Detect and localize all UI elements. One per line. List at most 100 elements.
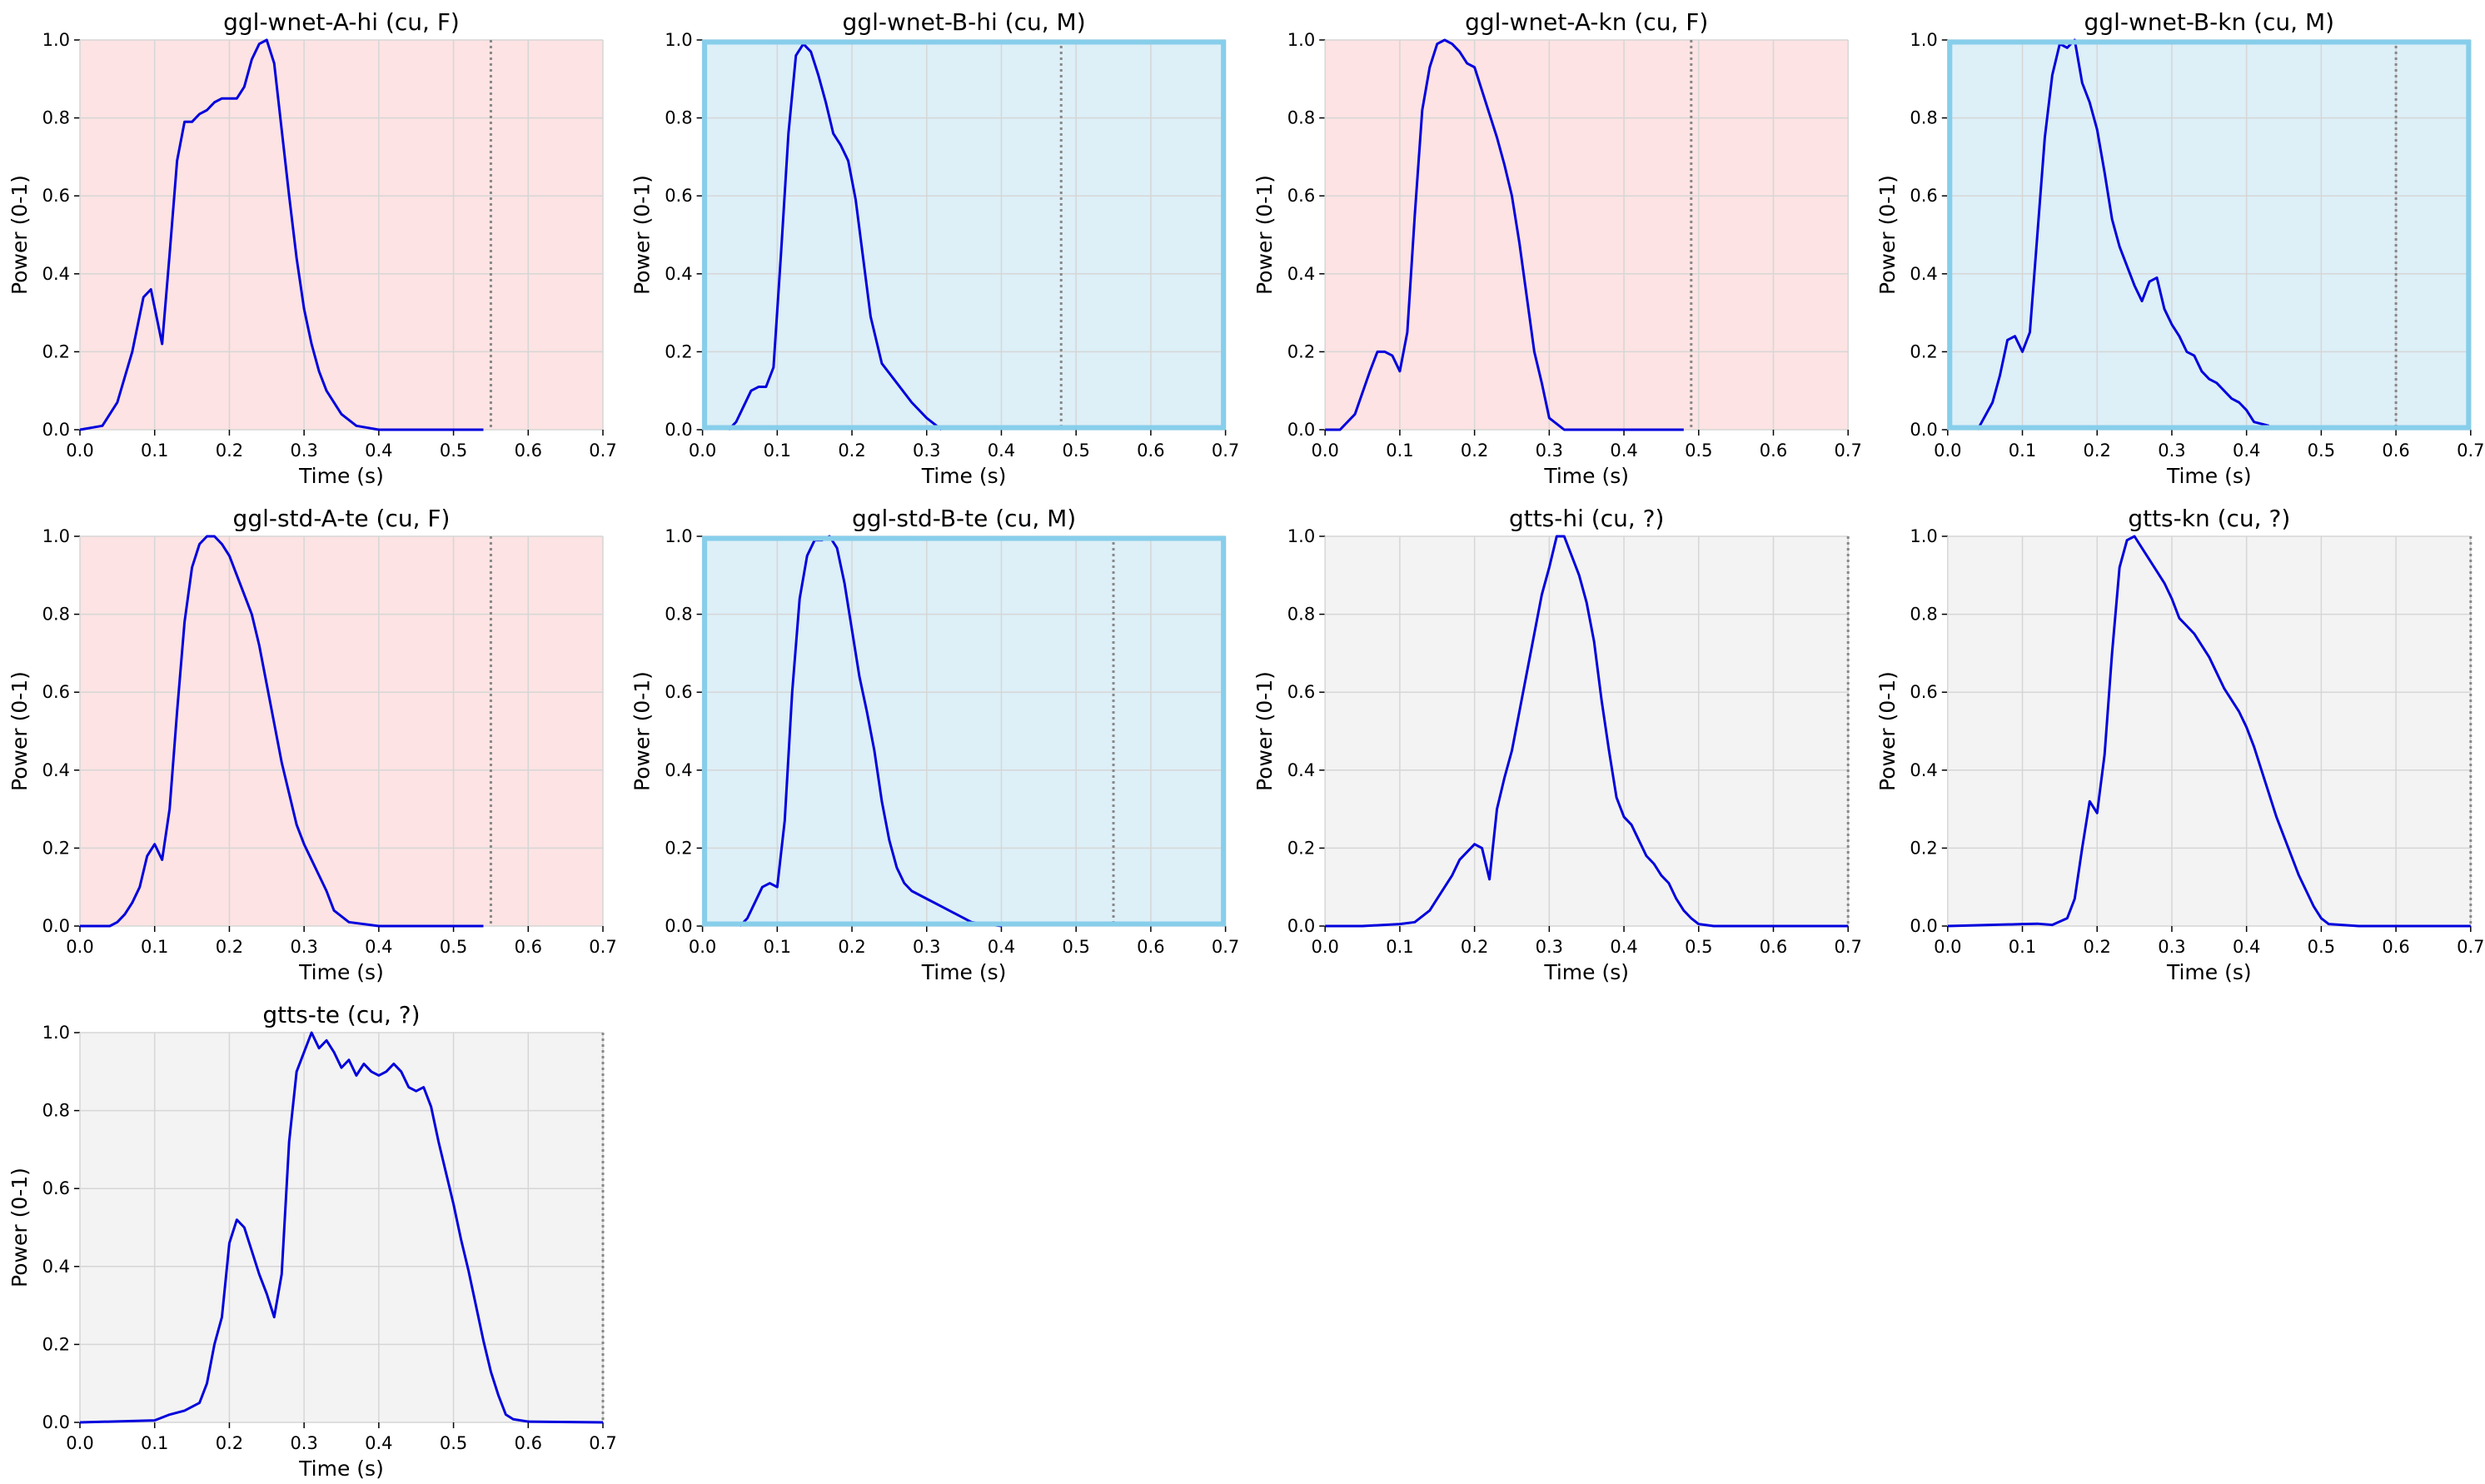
- y-tick-label: 0.2: [1910, 341, 1937, 361]
- x-tick-label: 0.5: [1685, 441, 1712, 461]
- x-tick-label: 0.2: [216, 1433, 243, 1453]
- x-tick-label: 0.2: [1461, 441, 1488, 461]
- subplot-title: ggl-wnet-B-hi (cu, M): [843, 8, 1086, 36]
- y-axis-label: Power (0-1): [7, 671, 32, 791]
- y-tick-label: 0.6: [665, 186, 692, 206]
- data-line: [1976, 38, 2269, 431]
- x-tick-label: 0.2: [838, 441, 865, 461]
- y-tick-label: 0.0: [42, 420, 70, 440]
- subplot-title: ggl-std-B-te (cu, M): [852, 505, 1076, 532]
- y-tick-label: 0.2: [1910, 838, 1937, 858]
- y-tick-label: 0.2: [42, 341, 70, 361]
- x-tick-label: 0.6: [515, 1433, 542, 1453]
- subplot: 0.0 0.2 0.4 0.6 0.8 1.0 0.0 0.1 0.2 0.3 0.4 0.5 0.6 0…: [1252, 8, 1862, 488]
- data-line: [79, 38, 484, 431]
- plot-background: [1325, 536, 1849, 926]
- x-tick-label: 0.7: [589, 441, 616, 461]
- x-tick-label: 0.3: [1536, 937, 1563, 957]
- y-tick-label: 0.2: [665, 838, 692, 858]
- subplot-title: ggl-wnet-B-kn (cu, M): [2084, 8, 2335, 36]
- subplot: 0.0 0.2 0.4 0.6 0.8 1.0 0.0 0.1 0.2 0.3 0.4 0.5 0.6 0…: [7, 505, 617, 984]
- x-tick-label: 0.3: [913, 441, 940, 461]
- y-tick-label: 0.2: [1287, 838, 1315, 858]
- x-tick-label: 0.7: [2457, 441, 2484, 461]
- plot-border: [1947, 39, 2472, 431]
- x-tick-label: 0.0: [1311, 937, 1338, 957]
- y-tick-label: 0.0: [42, 1412, 70, 1432]
- y-axis-label: Power (0-1): [630, 175, 655, 295]
- x-tick-label: 0.7: [1212, 937, 1239, 957]
- x-tick-label: 0.5: [1685, 937, 1712, 957]
- y-tick-label: 0.0: [665, 420, 692, 440]
- y-tick-label: 0.8: [42, 1101, 70, 1121]
- x-tick-label: 0.5: [2308, 441, 2335, 461]
- x-tick-label: 0.2: [216, 441, 243, 461]
- plot-border: [702, 39, 1227, 431]
- x-tick-label: 0.3: [290, 937, 317, 957]
- x-tick-label: 0.7: [1834, 441, 1861, 461]
- subplot: 0.0 0.2 0.4 0.6 0.8 1.0 0.0 0.1 0.2 0.3 0.4 0.5 0.6 0…: [630, 505, 1240, 984]
- y-tick-label: 0.4: [665, 264, 692, 284]
- x-tick-label: 0.6: [1760, 441, 1787, 461]
- y-axis-label: Power (0-1): [7, 175, 32, 295]
- x-tick-label: 0.4: [2233, 441, 2260, 461]
- y-tick-label: 0.6: [42, 682, 70, 702]
- x-tick-label: 0.6: [515, 937, 542, 957]
- y-tick-label: 0.0: [1910, 420, 1937, 440]
- x-tick-label: 0.3: [290, 441, 317, 461]
- y-tick-label: 1.0: [42, 1023, 70, 1043]
- x-tick-label: 0.6: [2382, 441, 2409, 461]
- y-tick-label: 0.0: [1910, 916, 1937, 936]
- x-tick-label: 0.3: [2158, 441, 2185, 461]
- y-axis-label: Power (0-1): [1875, 175, 1900, 295]
- x-tick-label: 0.7: [2457, 937, 2484, 957]
- y-tick-label: 0.4: [42, 264, 70, 284]
- plot-background: [80, 1033, 603, 1422]
- x-tick-label: 0.2: [2084, 937, 2111, 957]
- x-tick-label: 0.2: [1461, 937, 1488, 957]
- subplot: 0.0 0.2 0.4 0.6 0.8 1.0 0.0 0.1 0.2 0.3 0.4 0.5 0.6 0…: [630, 8, 1240, 488]
- y-tick-label: 0.0: [665, 916, 692, 936]
- y-tick-label: 0.4: [1287, 264, 1315, 284]
- x-tick-label: 0.3: [290, 1433, 317, 1453]
- y-tick-label: 0.6: [42, 1178, 70, 1198]
- y-tick-label: 0.4: [42, 760, 70, 780]
- x-tick-label: 0.4: [988, 441, 1015, 461]
- x-tick-label: 0.5: [440, 1433, 467, 1453]
- y-tick-label: 1.0: [665, 30, 692, 50]
- subplot-title: gtts-hi (cu, ?): [1509, 505, 1665, 532]
- x-tick-label: 0.1: [141, 937, 168, 957]
- x-tick-label: 0.7: [589, 937, 616, 957]
- y-axis-label: Power (0-1): [1252, 671, 1277, 791]
- x-tick-label: 0.4: [988, 937, 1015, 957]
- x-tick-label: 0.5: [440, 937, 467, 957]
- x-tick-label: 0.5: [440, 441, 467, 461]
- x-axis-label: Time (s): [298, 960, 384, 984]
- y-tick-label: 0.6: [1287, 682, 1315, 702]
- x-axis-label: Time (s): [1543, 464, 1629, 488]
- x-tick-label: 0.1: [1386, 937, 1413, 957]
- subplot-title: gtts-kn (cu, ?): [2128, 505, 2290, 532]
- y-tick-label: 1.0: [1910, 30, 1937, 50]
- subplot: 0.0 0.2 0.4 0.6 0.8 1.0 0.0 0.1 0.2 0.3 0.4 0.5 0.6 0…: [1252, 505, 1862, 984]
- x-tick-label: 0.5: [2308, 937, 2335, 957]
- subplot: 0.0 0.2 0.4 0.6 0.8 1.0 0.0 0.1 0.2 0.3 0.4 0.5 0.6 0…: [1875, 505, 2485, 984]
- x-tick-label: 0.5: [1062, 937, 1089, 957]
- subplot: 0.0 0.2 0.4 0.6 0.8 1.0 0.0 0.1 0.2 0.3 0.4 0.5 0.6 0…: [7, 8, 617, 488]
- subplot-title: ggl-wnet-A-kn (cu, F): [1465, 8, 1708, 36]
- y-tick-label: 0.8: [1910, 605, 1937, 625]
- x-tick-label: 0.1: [141, 1433, 168, 1453]
- y-tick-label: 0.8: [1287, 108, 1315, 128]
- x-tick-label: 0.1: [1386, 441, 1413, 461]
- x-tick-label: 0.3: [2158, 937, 2185, 957]
- y-axis-label: Power (0-1): [7, 1168, 32, 1287]
- plot-background: [702, 536, 1226, 926]
- subplot-title: gtts-te (cu, ?): [262, 1001, 420, 1028]
- subplot-title: ggl-std-A-te (cu, F): [233, 505, 451, 532]
- y-tick-label: 1.0: [1287, 30, 1315, 50]
- y-tick-label: 0.8: [1287, 605, 1315, 625]
- x-axis-label: Time (s): [2166, 960, 2252, 984]
- plot-background: [1325, 40, 1849, 430]
- y-tick-label: 1.0: [42, 526, 70, 546]
